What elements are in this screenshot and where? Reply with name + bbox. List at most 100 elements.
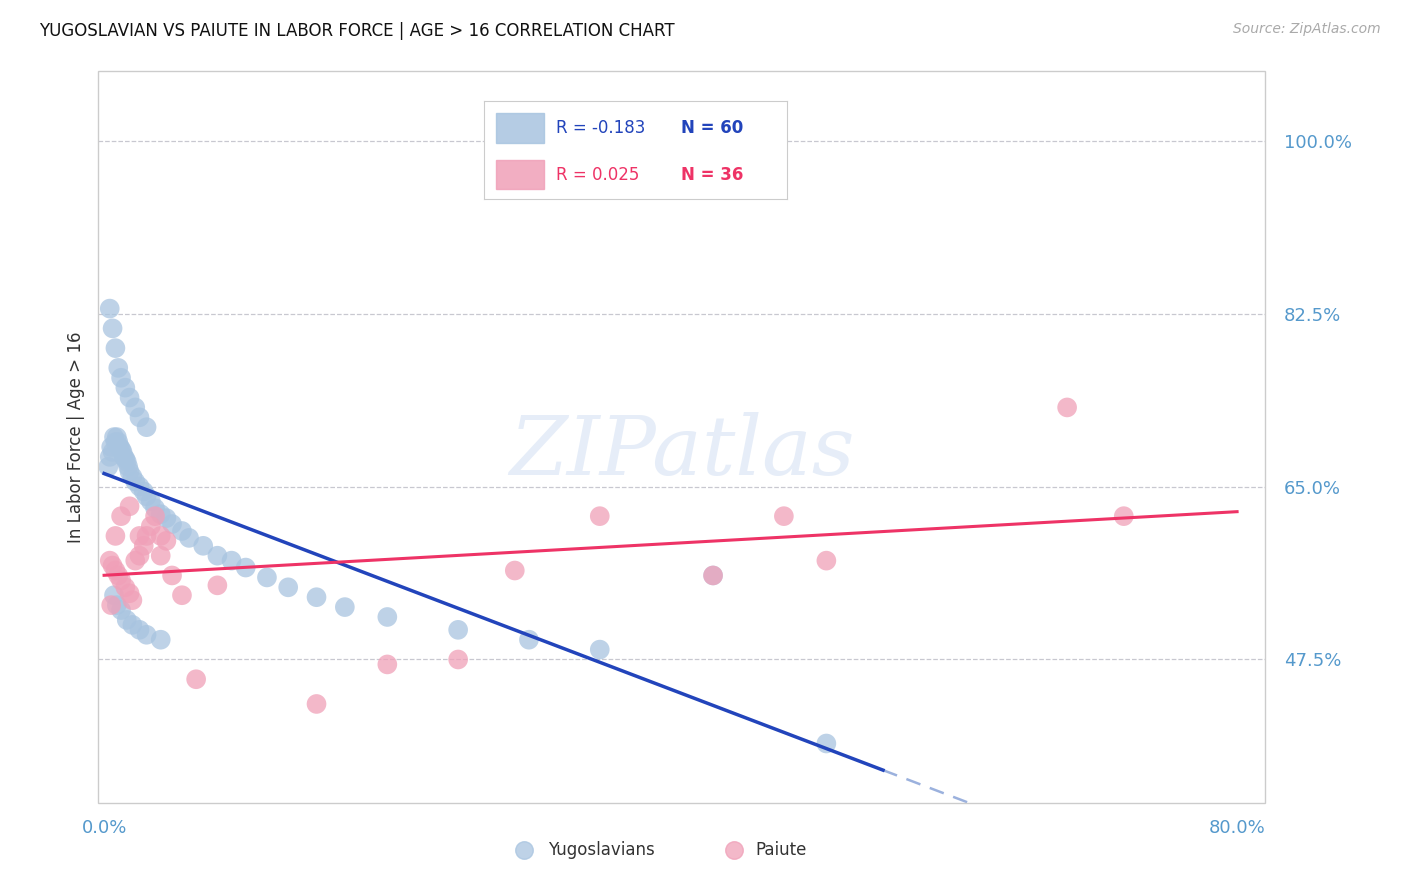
Point bbox=[101, 558, 124, 573]
Point bbox=[135, 529, 157, 543]
Text: YUGOSLAVIAN VS PAIUTE IN LABOR FORCE | AGE > 16 CORRELATION CHART: YUGOSLAVIAN VS PAIUTE IN LABOR FORCE | A… bbox=[39, 22, 675, 40]
Point bbox=[111, 445, 134, 459]
Point bbox=[115, 455, 138, 469]
Point bbox=[104, 341, 127, 355]
Point bbox=[170, 588, 193, 602]
Point bbox=[256, 570, 278, 584]
Point bbox=[305, 697, 328, 711]
Point bbox=[132, 539, 155, 553]
Point bbox=[118, 586, 141, 600]
Point bbox=[135, 628, 157, 642]
Point bbox=[235, 560, 257, 574]
Point bbox=[149, 529, 172, 543]
Point bbox=[118, 465, 141, 479]
Point bbox=[121, 618, 143, 632]
Point bbox=[149, 549, 172, 563]
Point bbox=[447, 623, 470, 637]
Point bbox=[221, 554, 243, 568]
Point bbox=[104, 435, 127, 450]
Point bbox=[170, 524, 193, 538]
Point bbox=[149, 632, 172, 647]
Point bbox=[160, 517, 183, 532]
Text: ZIPatlas: ZIPatlas bbox=[509, 412, 855, 491]
Point bbox=[177, 531, 200, 545]
Point bbox=[118, 500, 141, 514]
Point bbox=[517, 632, 540, 647]
Point bbox=[103, 588, 125, 602]
Point bbox=[124, 475, 146, 489]
Point bbox=[108, 440, 131, 454]
Point bbox=[815, 554, 838, 568]
Point bbox=[104, 529, 127, 543]
Point bbox=[110, 371, 132, 385]
Point bbox=[110, 603, 132, 617]
Point bbox=[105, 430, 128, 444]
Point bbox=[589, 642, 612, 657]
Point bbox=[139, 494, 162, 508]
Point bbox=[114, 381, 136, 395]
Point bbox=[114, 580, 136, 594]
Point bbox=[98, 450, 121, 464]
Point bbox=[128, 529, 150, 543]
Point bbox=[207, 578, 229, 592]
Point bbox=[815, 737, 838, 751]
Point bbox=[100, 440, 122, 454]
Point bbox=[375, 610, 398, 624]
Point bbox=[143, 501, 166, 516]
Point bbox=[128, 410, 150, 425]
Point bbox=[589, 509, 612, 524]
Point bbox=[101, 445, 124, 459]
Point bbox=[186, 672, 208, 686]
Text: Paiute: Paiute bbox=[755, 841, 807, 859]
Point bbox=[124, 554, 146, 568]
Point bbox=[98, 554, 121, 568]
Point bbox=[100, 598, 122, 612]
Y-axis label: In Labor Force | Age > 16: In Labor Force | Age > 16 bbox=[66, 331, 84, 543]
Point bbox=[702, 568, 724, 582]
Point bbox=[124, 401, 146, 415]
Point bbox=[277, 580, 299, 594]
Point bbox=[118, 391, 141, 405]
Point bbox=[121, 469, 143, 483]
Point bbox=[114, 451, 136, 466]
Point bbox=[105, 598, 128, 612]
Point bbox=[160, 568, 183, 582]
Point bbox=[135, 489, 157, 503]
Point bbox=[103, 430, 125, 444]
Point bbox=[115, 613, 138, 627]
Point bbox=[135, 420, 157, 434]
Point bbox=[110, 509, 132, 524]
Point bbox=[107, 435, 129, 450]
Point bbox=[1112, 509, 1135, 524]
Point bbox=[117, 459, 139, 474]
Point bbox=[773, 509, 796, 524]
Point bbox=[207, 549, 229, 563]
Point bbox=[193, 539, 215, 553]
Point bbox=[112, 450, 135, 464]
Point bbox=[107, 360, 129, 375]
Point bbox=[503, 564, 526, 578]
Point bbox=[110, 574, 132, 588]
Point bbox=[121, 593, 143, 607]
Point bbox=[702, 568, 724, 582]
Point bbox=[97, 459, 120, 474]
Point bbox=[305, 591, 328, 605]
Point bbox=[104, 564, 127, 578]
Text: Yugoslavians: Yugoslavians bbox=[548, 841, 654, 859]
Point bbox=[333, 600, 356, 615]
Point bbox=[132, 484, 155, 499]
Text: Source: ZipAtlas.com: Source: ZipAtlas.com bbox=[1233, 22, 1381, 37]
Point bbox=[155, 533, 177, 548]
Point bbox=[155, 511, 177, 525]
Point bbox=[139, 519, 162, 533]
Point bbox=[149, 507, 172, 521]
Point bbox=[128, 623, 150, 637]
Point bbox=[375, 657, 398, 672]
Point bbox=[143, 509, 166, 524]
Point bbox=[110, 442, 132, 456]
Point bbox=[107, 568, 129, 582]
Point bbox=[101, 321, 124, 335]
Point bbox=[1056, 401, 1078, 415]
Point bbox=[128, 479, 150, 493]
Point bbox=[128, 549, 150, 563]
